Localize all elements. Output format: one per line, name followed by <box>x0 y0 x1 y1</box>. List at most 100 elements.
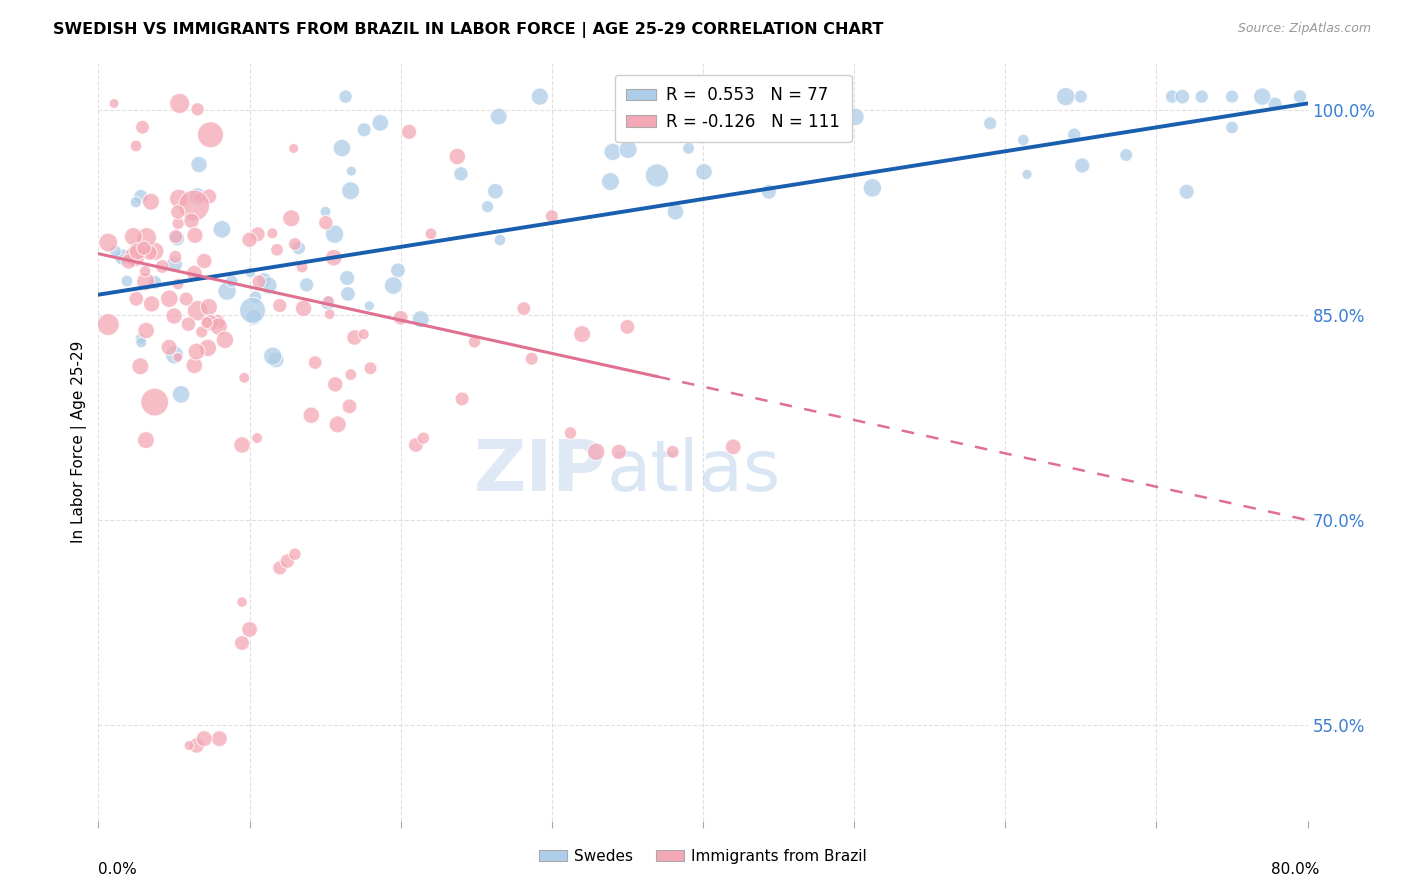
Point <box>143 244 166 259</box>
Point <box>287 241 309 255</box>
Point <box>174 292 197 306</box>
Point <box>398 125 420 139</box>
Point <box>167 192 190 206</box>
Point <box>183 359 205 373</box>
Point <box>166 351 188 365</box>
Point <box>1015 168 1038 182</box>
Point <box>295 277 318 292</box>
Point <box>1054 89 1077 103</box>
Point <box>599 175 621 189</box>
Point <box>129 332 152 346</box>
Point <box>163 348 186 362</box>
Legend: Swedes, Immigrants from Brazil: Swedes, Immigrants from Brazil <box>533 843 873 870</box>
Point <box>1071 159 1094 173</box>
Point <box>659 92 682 106</box>
Point <box>166 231 188 245</box>
Point <box>336 271 359 285</box>
Point <box>124 250 146 264</box>
Point <box>231 595 253 609</box>
Point <box>335 89 357 103</box>
Point <box>246 431 269 445</box>
Point <box>170 387 193 401</box>
Point <box>135 433 157 447</box>
Point <box>645 169 668 183</box>
Point <box>111 250 134 264</box>
Point <box>193 254 215 268</box>
Point <box>520 351 543 366</box>
Point <box>382 278 405 293</box>
Point <box>138 245 160 260</box>
Point <box>280 211 302 226</box>
Point <box>198 189 221 203</box>
Text: 80.0%: 80.0% <box>1271 863 1320 878</box>
Point <box>239 233 262 247</box>
Point <box>187 190 209 204</box>
Point <box>723 440 745 454</box>
Point <box>193 731 215 746</box>
Point <box>257 278 280 293</box>
Point <box>143 395 166 409</box>
Point <box>299 409 322 423</box>
Point <box>231 636 253 650</box>
Point <box>135 230 157 244</box>
Point <box>125 139 148 153</box>
Point <box>340 164 363 178</box>
Point <box>1220 120 1243 135</box>
Point <box>242 310 264 325</box>
Point <box>678 141 700 155</box>
Point <box>283 141 305 155</box>
Point <box>97 318 120 332</box>
Point <box>322 251 344 265</box>
Point <box>211 222 233 236</box>
Point <box>269 299 291 313</box>
Point <box>602 145 624 159</box>
Point <box>157 292 180 306</box>
Point <box>387 263 409 277</box>
Point <box>127 244 149 259</box>
Point <box>143 275 166 289</box>
Point <box>617 143 640 157</box>
Point <box>844 110 866 124</box>
Point <box>1115 148 1137 162</box>
Point <box>339 400 361 414</box>
Point <box>200 128 222 142</box>
Point <box>758 185 780 199</box>
Point <box>389 310 412 325</box>
Point <box>167 277 190 292</box>
Point <box>188 157 211 171</box>
Point <box>247 275 270 289</box>
Point <box>165 250 187 264</box>
Point <box>488 110 510 124</box>
Point <box>198 316 221 330</box>
Point <box>360 361 382 376</box>
Text: SWEDISH VS IMMIGRANTS FROM BRAZIL IN LABOR FORCE | AGE 25-29 CORRELATION CHART: SWEDISH VS IMMIGRANTS FROM BRAZIL IN LAB… <box>53 22 884 38</box>
Point <box>1251 89 1274 103</box>
Point <box>1161 89 1184 103</box>
Point <box>97 235 120 250</box>
Point <box>571 327 593 342</box>
Point <box>336 286 359 301</box>
Point <box>129 359 152 374</box>
Point <box>1289 89 1312 103</box>
Point <box>323 377 346 392</box>
Point <box>315 216 337 230</box>
Point <box>239 623 262 637</box>
Point <box>664 204 686 219</box>
Point <box>513 301 536 316</box>
Point <box>103 96 125 111</box>
Point <box>368 116 391 130</box>
Point <box>169 96 191 111</box>
Point <box>115 274 138 288</box>
Text: ZIP: ZIP <box>474 437 606 507</box>
Point <box>560 425 582 440</box>
Point <box>186 344 208 359</box>
Point <box>179 739 201 753</box>
Point <box>262 349 284 363</box>
Point <box>291 260 314 274</box>
Point <box>187 103 209 117</box>
Point <box>197 341 219 355</box>
Point <box>266 243 288 257</box>
Point <box>450 167 472 181</box>
Point <box>262 227 284 241</box>
Point <box>451 392 474 406</box>
